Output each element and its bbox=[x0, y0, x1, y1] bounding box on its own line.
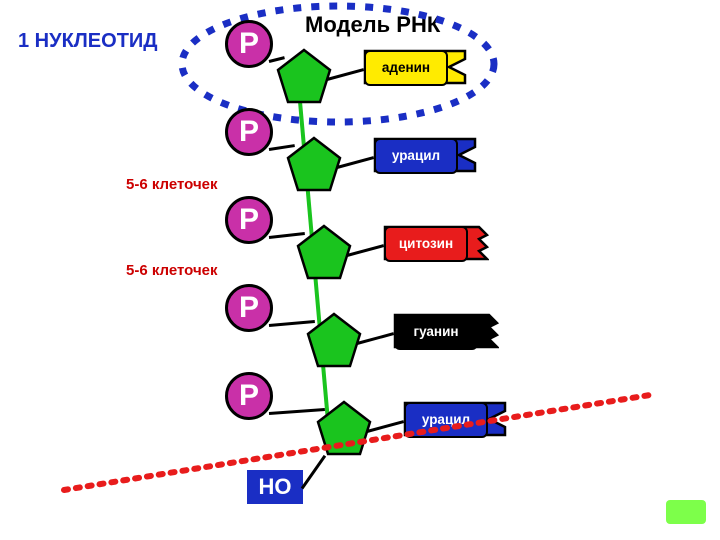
spacing-label-2: 5-6 клеточек bbox=[126, 262, 218, 279]
base-label: урацил bbox=[374, 138, 458, 174]
phosphate: Р bbox=[225, 284, 273, 332]
ribose-sugar bbox=[305, 312, 363, 370]
spacing-label-1: 5-6 клеточек bbox=[126, 176, 218, 193]
nucleotide-highlight bbox=[0, 0, 720, 540]
phosphate: Р bbox=[225, 108, 273, 156]
base-label: цитозин bbox=[384, 226, 468, 262]
phosphate: Р bbox=[225, 372, 273, 420]
ribose-sugar bbox=[315, 400, 373, 458]
base: цитозин bbox=[384, 226, 488, 262]
base-label: гуанин bbox=[394, 314, 478, 350]
ribose-sugar bbox=[295, 224, 353, 282]
page-indicator bbox=[666, 500, 706, 524]
base: гуанин bbox=[394, 314, 498, 350]
nucleotide-label: 1 НУКЛЕОТИД bbox=[18, 30, 158, 53]
phosphate: Р bbox=[225, 196, 273, 244]
dotted-divider bbox=[0, 0, 720, 540]
ribose-sugar bbox=[285, 136, 343, 194]
ho-text: НО bbox=[259, 474, 292, 500]
phosphate: Р bbox=[225, 20, 273, 68]
ribose-sugar bbox=[275, 48, 333, 106]
main-title: Модель РНК bbox=[305, 12, 440, 38]
ho-terminal: НО bbox=[247, 470, 303, 504]
base: урацил bbox=[404, 402, 508, 438]
base: урацил bbox=[374, 138, 478, 174]
base-label: урацил bbox=[404, 402, 488, 438]
base: аденин bbox=[364, 50, 468, 86]
base-label: аденин bbox=[364, 50, 448, 86]
ho-connector bbox=[301, 455, 326, 489]
